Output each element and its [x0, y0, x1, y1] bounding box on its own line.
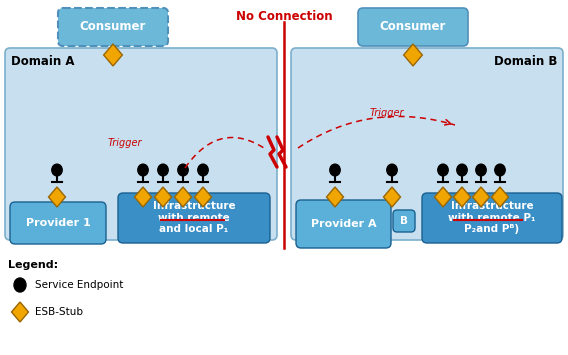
- Ellipse shape: [457, 164, 467, 176]
- FancyBboxPatch shape: [358, 8, 468, 46]
- FancyBboxPatch shape: [291, 48, 563, 240]
- Polygon shape: [48, 187, 65, 207]
- FancyBboxPatch shape: [296, 200, 391, 248]
- Ellipse shape: [14, 278, 26, 292]
- Ellipse shape: [178, 164, 188, 176]
- Polygon shape: [103, 44, 122, 66]
- Text: with remote P₁: with remote P₁: [448, 213, 536, 223]
- Ellipse shape: [52, 164, 62, 176]
- Polygon shape: [135, 187, 152, 207]
- Polygon shape: [174, 187, 191, 207]
- Text: with remote: with remote: [158, 213, 230, 223]
- Ellipse shape: [330, 164, 340, 176]
- Ellipse shape: [158, 164, 168, 176]
- Ellipse shape: [138, 164, 148, 176]
- Text: Trigger: Trigger: [108, 138, 143, 148]
- Text: B: B: [400, 216, 408, 226]
- FancyBboxPatch shape: [58, 8, 168, 46]
- Polygon shape: [194, 187, 211, 207]
- Text: Provider A: Provider A: [311, 219, 377, 229]
- Text: Legend:: Legend:: [8, 260, 58, 270]
- Text: Consumer: Consumer: [80, 21, 146, 33]
- Polygon shape: [453, 187, 470, 207]
- Text: and local P₁: and local P₁: [160, 224, 229, 234]
- Text: Service Endpoint: Service Endpoint: [35, 280, 123, 290]
- Ellipse shape: [387, 164, 397, 176]
- FancyBboxPatch shape: [5, 48, 277, 240]
- Polygon shape: [404, 44, 423, 66]
- Polygon shape: [327, 187, 344, 207]
- Polygon shape: [435, 187, 452, 207]
- Polygon shape: [154, 187, 172, 207]
- Text: ESB-Stub: ESB-Stub: [35, 307, 83, 317]
- Polygon shape: [491, 187, 508, 207]
- Polygon shape: [11, 302, 28, 322]
- Text: Provider 1: Provider 1: [26, 218, 90, 228]
- Ellipse shape: [495, 164, 505, 176]
- Polygon shape: [473, 187, 490, 207]
- Text: Infrastructure: Infrastructure: [153, 201, 235, 211]
- Text: Domain A: Domain A: [11, 55, 74, 68]
- Text: Consumer: Consumer: [380, 21, 446, 33]
- Text: Trigger: Trigger: [370, 108, 404, 118]
- Ellipse shape: [438, 164, 448, 176]
- FancyBboxPatch shape: [393, 210, 415, 232]
- FancyBboxPatch shape: [118, 193, 270, 243]
- FancyBboxPatch shape: [10, 202, 106, 244]
- Polygon shape: [383, 187, 400, 207]
- Text: P₂and Pᴮ): P₂and Pᴮ): [465, 224, 520, 234]
- Text: Infrastructure: Infrastructure: [450, 201, 533, 211]
- Text: No Connection: No Connection: [236, 10, 332, 23]
- Ellipse shape: [476, 164, 486, 176]
- Ellipse shape: [198, 164, 208, 176]
- FancyBboxPatch shape: [422, 193, 562, 243]
- Text: Domain B: Domain B: [494, 55, 557, 68]
